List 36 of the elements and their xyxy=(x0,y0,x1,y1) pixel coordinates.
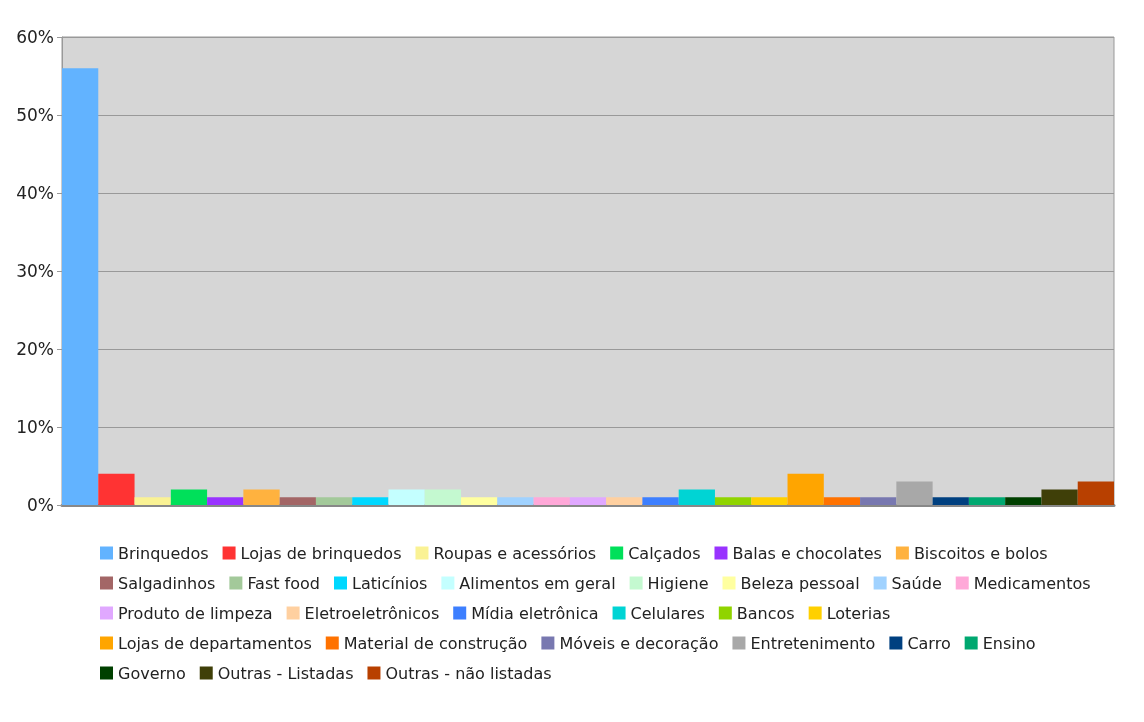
legend-label: Higiene xyxy=(647,573,709,593)
legend-label: Roupas e acessórios xyxy=(433,543,597,563)
legend-label: Brinquedos xyxy=(118,543,209,563)
legend-label: Lojas de brinquedos xyxy=(240,543,402,563)
legend-label: Beleza pessoal xyxy=(740,573,860,593)
legend-label: Carro xyxy=(907,633,951,653)
legend-label: Ensino xyxy=(982,633,1036,653)
legend-label: Produto de limpeza xyxy=(118,603,273,623)
legend-label: Salgadinhos xyxy=(118,573,216,593)
legend-label: Alimentos em geral xyxy=(459,573,616,593)
legend-label: Bancos xyxy=(736,603,795,623)
legend-label: Loterias xyxy=(826,603,891,623)
legend-label: Fast food xyxy=(247,573,320,593)
legend-label: Entretenimento xyxy=(750,633,876,653)
legend-label: Governo xyxy=(118,663,186,683)
legend-label: Outras - Listadas xyxy=(217,663,354,683)
legend-label: Balas e chocolates xyxy=(732,543,882,563)
y-tick-label: 50% xyxy=(16,105,54,125)
legend-label: Saúde xyxy=(891,573,942,593)
y-tick-label: 20% xyxy=(16,339,54,359)
legend-label: Eletroeletrônicos xyxy=(304,603,440,623)
legend-label: Celulares xyxy=(630,603,705,623)
legend-label: Lojas de departamentos xyxy=(118,633,312,653)
legend-label: Móveis e decoração xyxy=(559,633,719,653)
y-tick-label: 30% xyxy=(16,261,54,281)
y-tick-label: 0% xyxy=(27,495,54,515)
legend-label: Outras - não listadas xyxy=(385,663,552,683)
legend-label: Laticínios xyxy=(351,573,428,593)
legend-label: Calçados xyxy=(628,543,701,563)
legend-label: Material de construção xyxy=(343,633,528,653)
y-tick-label: 40% xyxy=(16,183,54,203)
y-tick-label: 60% xyxy=(16,27,54,47)
legend-label: Medicamentos xyxy=(973,573,1091,593)
legend-label: Biscoitos e bolos xyxy=(913,543,1048,563)
legend-label: Mídia eletrônica xyxy=(471,603,599,623)
y-tick-label: 10% xyxy=(16,417,54,437)
